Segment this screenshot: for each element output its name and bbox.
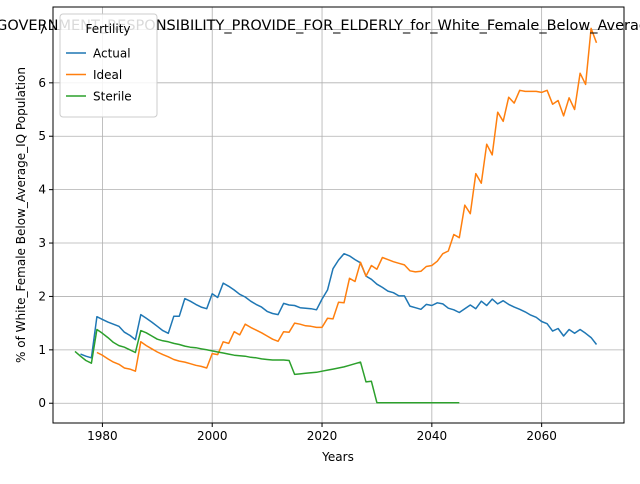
y-tick-label: 6 [38,76,46,90]
legend-label-sterile: Sterile [93,90,132,104]
y-tick-label: 0 [38,396,46,410]
grid-lines [53,7,624,423]
x-axis: 1980 2000 2020 2040 2060 [87,423,557,443]
x-tick-label: 2020 [307,429,338,443]
legend-label-ideal: Ideal [93,68,122,82]
series-line-actual [80,252,598,359]
legend-box [59,13,158,118]
y-axis-label: % of White_Female Below_Average_IQ Popul… [14,67,28,363]
y-tick-label: 2 [38,289,46,303]
y-tick-label: 1 [38,343,46,357]
plot-frame [52,6,625,424]
chart-title: GOVERNMENT_RESPONSIBILITY_PROVIDE_FOR_EL… [0,18,640,34]
x-tick-label: 2060 [526,429,557,443]
series-lines [74,27,598,404]
legend-label-actual: Actual [93,47,131,61]
x-tick-label: 2000 [197,429,228,443]
legend-title: Fertility [85,22,130,36]
y-tick-label: 4 [38,183,46,197]
x-tick-label: 2040 [417,429,448,443]
y-axis: 0 1 2 3 4 5 6 7 [38,22,53,410]
legend-items: Actual Ideal Sterile [66,47,132,104]
series-line-sterile [74,328,460,404]
x-axis-label: Years [321,450,354,464]
y-tick-label: 5 [38,129,46,143]
x-tick-label: 1980 [87,429,118,443]
y-tick-label: 7 [38,22,46,36]
series-line-ideal [96,27,598,372]
y-tick-label: 3 [38,236,46,250]
legend: Fertility Actual Ideal Sterile [59,13,158,118]
